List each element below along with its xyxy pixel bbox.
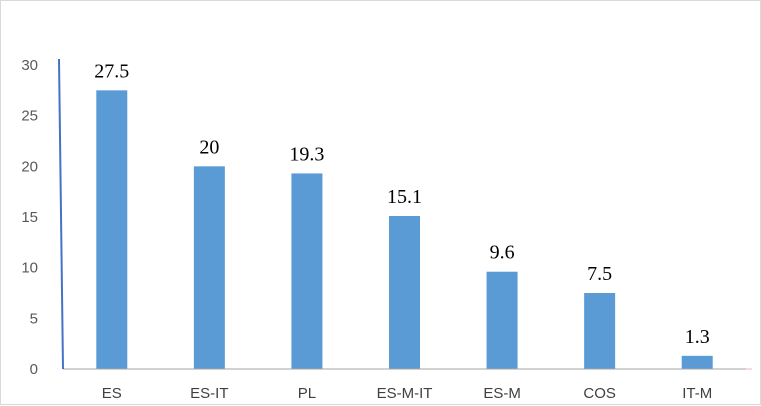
x-tick-label: COS <box>583 385 616 402</box>
bar <box>681 355 713 369</box>
bar <box>96 90 128 369</box>
bars-group <box>96 90 713 369</box>
data-label: 19.3 <box>289 143 324 165</box>
data-labels-group: 27.5 20 19.3 15.1 9.6 7.5 1.3 <box>94 60 709 347</box>
x-axis-category-labels: ES ES-IT PL ES-M-IT ES-M COS IT-M <box>102 385 712 402</box>
x-tick-label: ES-M <box>483 385 521 402</box>
y-tick-label: 25 <box>21 108 38 125</box>
x-tick-label: ES <box>102 385 122 402</box>
data-label: 7.5 <box>587 263 612 285</box>
bar <box>389 215 420 369</box>
x-tick-label: IT-M <box>682 385 712 402</box>
x-tick-label: PL <box>298 385 316 402</box>
data-label: 15.1 <box>387 186 422 208</box>
y-tick-label: 5 <box>30 310 38 327</box>
y-axis-ticks: 0 5 10 15 20 25 30 <box>21 57 38 378</box>
bar <box>291 173 323 369</box>
x-tick-label: ES-IT <box>190 385 228 402</box>
y-tick-label: 10 <box>21 260 38 277</box>
y-tick-label: 20 <box>21 158 38 175</box>
data-label: 9.6 <box>490 242 515 264</box>
bar <box>193 166 225 369</box>
bar <box>584 293 616 369</box>
x-tick-label: ES-M-IT <box>377 385 433 402</box>
data-label: 20 <box>199 136 219 158</box>
y-tick-label: 15 <box>21 209 38 226</box>
data-label: 27.5 <box>94 60 129 82</box>
data-label: 1.3 <box>685 326 710 348</box>
y-tick-label: 0 <box>30 361 38 378</box>
y-axis-line <box>58 58 64 370</box>
y-tick-label: 30 <box>21 57 38 74</box>
bar <box>486 271 518 369</box>
